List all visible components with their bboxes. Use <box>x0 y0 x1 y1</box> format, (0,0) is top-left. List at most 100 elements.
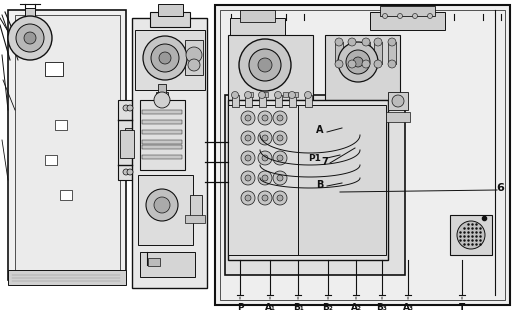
Circle shape <box>277 135 283 141</box>
Circle shape <box>245 195 251 201</box>
Bar <box>158 84 166 94</box>
Bar <box>259 95 266 107</box>
Bar <box>298 105 386 255</box>
Text: B: B <box>316 180 324 190</box>
Circle shape <box>262 115 268 121</box>
Bar <box>156 92 168 102</box>
Circle shape <box>262 135 268 141</box>
Circle shape <box>239 39 291 91</box>
Circle shape <box>362 38 370 46</box>
Bar <box>132 18 207 288</box>
Text: A₁: A₁ <box>265 303 276 313</box>
Circle shape <box>273 111 287 125</box>
Circle shape <box>258 191 272 205</box>
Bar <box>8 270 126 285</box>
Bar <box>374 42 382 64</box>
Bar <box>232 95 239 107</box>
Bar <box>289 95 296 107</box>
Circle shape <box>348 38 356 46</box>
Circle shape <box>273 131 287 145</box>
Circle shape <box>8 16 52 60</box>
Circle shape <box>241 171 255 185</box>
Bar <box>245 95 252 107</box>
Text: B₃: B₃ <box>377 303 388 313</box>
Bar <box>45 155 57 165</box>
Circle shape <box>123 169 129 175</box>
Bar <box>305 95 312 107</box>
Circle shape <box>273 171 287 185</box>
Circle shape <box>374 38 382 46</box>
Circle shape <box>374 60 382 68</box>
Bar <box>55 120 67 130</box>
Circle shape <box>335 60 343 68</box>
Bar <box>225 95 405 275</box>
Circle shape <box>249 49 281 81</box>
Circle shape <box>277 115 283 121</box>
Bar <box>142 145 182 149</box>
Bar <box>142 140 182 144</box>
Circle shape <box>277 195 283 201</box>
Bar <box>142 110 182 114</box>
Text: A: A <box>316 125 324 135</box>
Circle shape <box>241 191 255 205</box>
Text: B₁: B₁ <box>293 303 304 313</box>
Bar <box>142 130 182 134</box>
Circle shape <box>154 92 170 108</box>
Bar <box>135 30 205 90</box>
Circle shape <box>245 135 251 141</box>
Text: T: T <box>459 303 465 313</box>
Circle shape <box>186 47 202 63</box>
Circle shape <box>392 95 404 107</box>
Bar <box>45 62 63 76</box>
Bar <box>142 120 182 124</box>
Bar <box>8 10 126 280</box>
Circle shape <box>413 13 417 19</box>
Bar <box>335 42 343 64</box>
Bar <box>60 190 72 200</box>
Bar <box>140 252 195 277</box>
Circle shape <box>273 191 287 205</box>
Circle shape <box>305 92 311 99</box>
Bar <box>185 40 203 75</box>
Bar <box>348 42 356 64</box>
Circle shape <box>241 131 255 145</box>
Bar <box>386 112 410 122</box>
Circle shape <box>289 92 295 99</box>
Circle shape <box>245 175 251 181</box>
Bar <box>370 12 445 30</box>
Circle shape <box>277 155 283 161</box>
Bar <box>140 100 185 170</box>
Bar <box>190 195 202 220</box>
Bar <box>138 175 193 245</box>
Circle shape <box>245 115 251 121</box>
Circle shape <box>275 92 281 99</box>
Circle shape <box>241 111 255 125</box>
Circle shape <box>258 58 272 72</box>
Text: B₂: B₂ <box>323 303 333 313</box>
Bar <box>125 128 140 152</box>
Text: A₃: A₃ <box>403 303 414 313</box>
Bar <box>120 130 134 158</box>
Bar <box>388 42 396 64</box>
Circle shape <box>457 221 485 249</box>
Circle shape <box>231 92 239 99</box>
Bar <box>150 12 190 27</box>
Circle shape <box>245 155 251 161</box>
Circle shape <box>258 131 272 145</box>
Circle shape <box>24 32 36 44</box>
Circle shape <box>241 151 255 165</box>
Circle shape <box>188 59 200 71</box>
Bar <box>118 100 138 180</box>
Circle shape <box>127 105 133 111</box>
Bar <box>15 15 120 273</box>
Circle shape <box>388 38 396 46</box>
Circle shape <box>398 13 403 19</box>
Circle shape <box>277 175 283 181</box>
Circle shape <box>428 13 432 19</box>
Circle shape <box>262 175 268 181</box>
Bar <box>25 8 35 26</box>
Bar <box>293 92 298 97</box>
Circle shape <box>127 169 133 175</box>
Bar <box>185 215 205 223</box>
Circle shape <box>16 24 44 52</box>
